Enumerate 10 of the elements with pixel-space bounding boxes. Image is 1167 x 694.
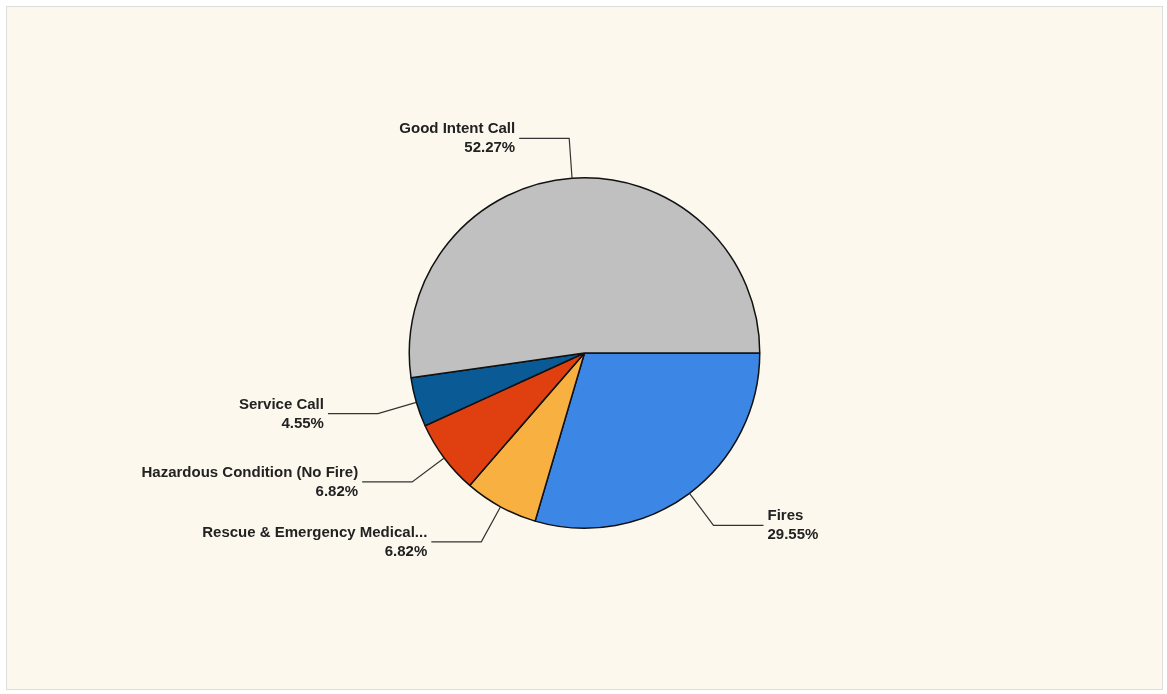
slice-label: Rescue & Emergency Medical... bbox=[202, 523, 428, 541]
slice-label: Good Intent Call bbox=[399, 119, 516, 137]
slice-label: Fires bbox=[767, 506, 804, 524]
data-label: 52.27% bbox=[464, 138, 516, 156]
data-label: 6.82% bbox=[315, 482, 359, 500]
data-label: 4.55% bbox=[281, 413, 324, 431]
slice-label: Service Call bbox=[238, 394, 324, 412]
slice-label: Hazardous Condition (No Fire) bbox=[141, 463, 359, 481]
data-label: 29.55% bbox=[767, 525, 819, 543]
data-label: 6.82% bbox=[384, 542, 428, 560]
